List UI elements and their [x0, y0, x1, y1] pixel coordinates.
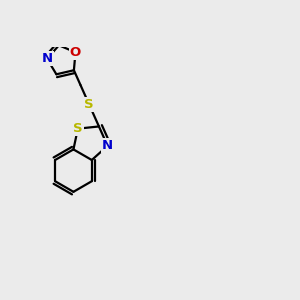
- Text: N: N: [102, 139, 113, 152]
- Text: S: S: [84, 98, 94, 111]
- Text: S: S: [73, 122, 83, 135]
- Text: N: N: [41, 52, 53, 65]
- Text: O: O: [70, 46, 81, 59]
